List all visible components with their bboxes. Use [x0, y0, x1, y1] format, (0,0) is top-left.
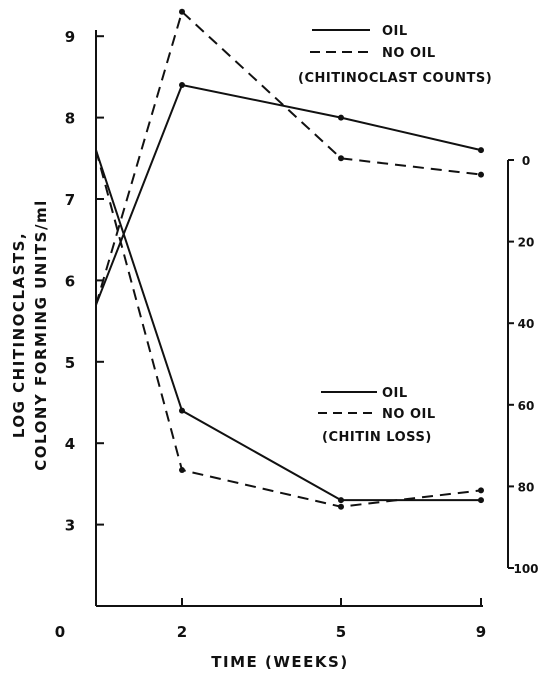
data-point — [478, 147, 484, 154]
legend-counts-no-oil-label: NO OIL — [382, 46, 436, 61]
y-axis-title: LOG CHITINOCLASTS, COLONY FORMING UNITS/… — [10, 199, 50, 470]
series-line-4 — [95, 149, 482, 508]
data-point — [338, 503, 344, 510]
y-left-tick-label: 3 — [65, 517, 75, 535]
legend-chitin-loss: OIL NO OIL (CHITIN LOSS) — [318, 386, 436, 445]
data-point — [478, 497, 484, 504]
y-left-tick-label: 4 — [65, 435, 75, 453]
y-left-tick-label: 8 — [65, 110, 75, 128]
x-tick-label: 9 — [476, 623, 486, 641]
y-left-tick-label: 9 — [65, 28, 75, 46]
data-point — [179, 407, 185, 414]
y-axis-title-line-1: LOG CHITINOCLASTS, — [10, 232, 28, 438]
legend-counts-title: (CHITINOCLAST COUNTS) — [298, 71, 492, 86]
legend-counts-oil-label: OIL — [382, 24, 408, 39]
y-right-tick-label: 40 — [518, 317, 535, 331]
data-point — [179, 8, 185, 15]
y-left-tick-label: 6 — [65, 272, 75, 290]
data-point — [338, 114, 344, 121]
origin-label: 0 — [55, 623, 65, 641]
series-line-2 — [95, 9, 482, 306]
y-right-tick-label: 20 — [518, 236, 535, 250]
data-point — [478, 171, 484, 178]
x-tick-label: 2 — [177, 623, 187, 641]
legend-chitinoclast-counts: OIL NO OIL (CHITINOCLAST COUNTS) — [298, 24, 492, 86]
y-axis-title-line-2: COLONY FORMING UNITS/ml — [32, 199, 50, 470]
legend-loss-no-oil-label: NO OIL — [382, 407, 436, 422]
legend-loss-title: (CHITIN LOSS) — [322, 430, 432, 445]
y-right-tick-label: 100 — [513, 562, 538, 576]
y-left-tick-label: 7 — [65, 191, 75, 209]
series-line-1 — [95, 83, 482, 306]
y-axis-right-ticks: 0 20 40 60 80 100 — [508, 154, 539, 576]
y-right-tick-label: 80 — [518, 480, 535, 494]
y-left-tick-label: 5 — [65, 354, 75, 372]
x-axis-title: TIME (WEEKS) — [211, 653, 348, 671]
y-right-tick-label: 0 — [522, 154, 530, 168]
series-layer — [95, 8, 484, 510]
data-point — [179, 467, 185, 474]
data-point — [478, 487, 484, 494]
data-point — [338, 497, 344, 504]
legend-loss-oil-label: OIL — [382, 386, 408, 401]
y-axis-left-ticks: 3 4 5 6 7 8 9 — [65, 28, 104, 535]
x-axis-ticks: 2 5 9 — [177, 598, 486, 641]
data-point — [179, 82, 185, 89]
series-line-3 — [95, 149, 481, 502]
y-right-tick-label: 60 — [518, 399, 535, 413]
data-point — [338, 155, 344, 162]
x-tick-label: 5 — [336, 623, 346, 641]
